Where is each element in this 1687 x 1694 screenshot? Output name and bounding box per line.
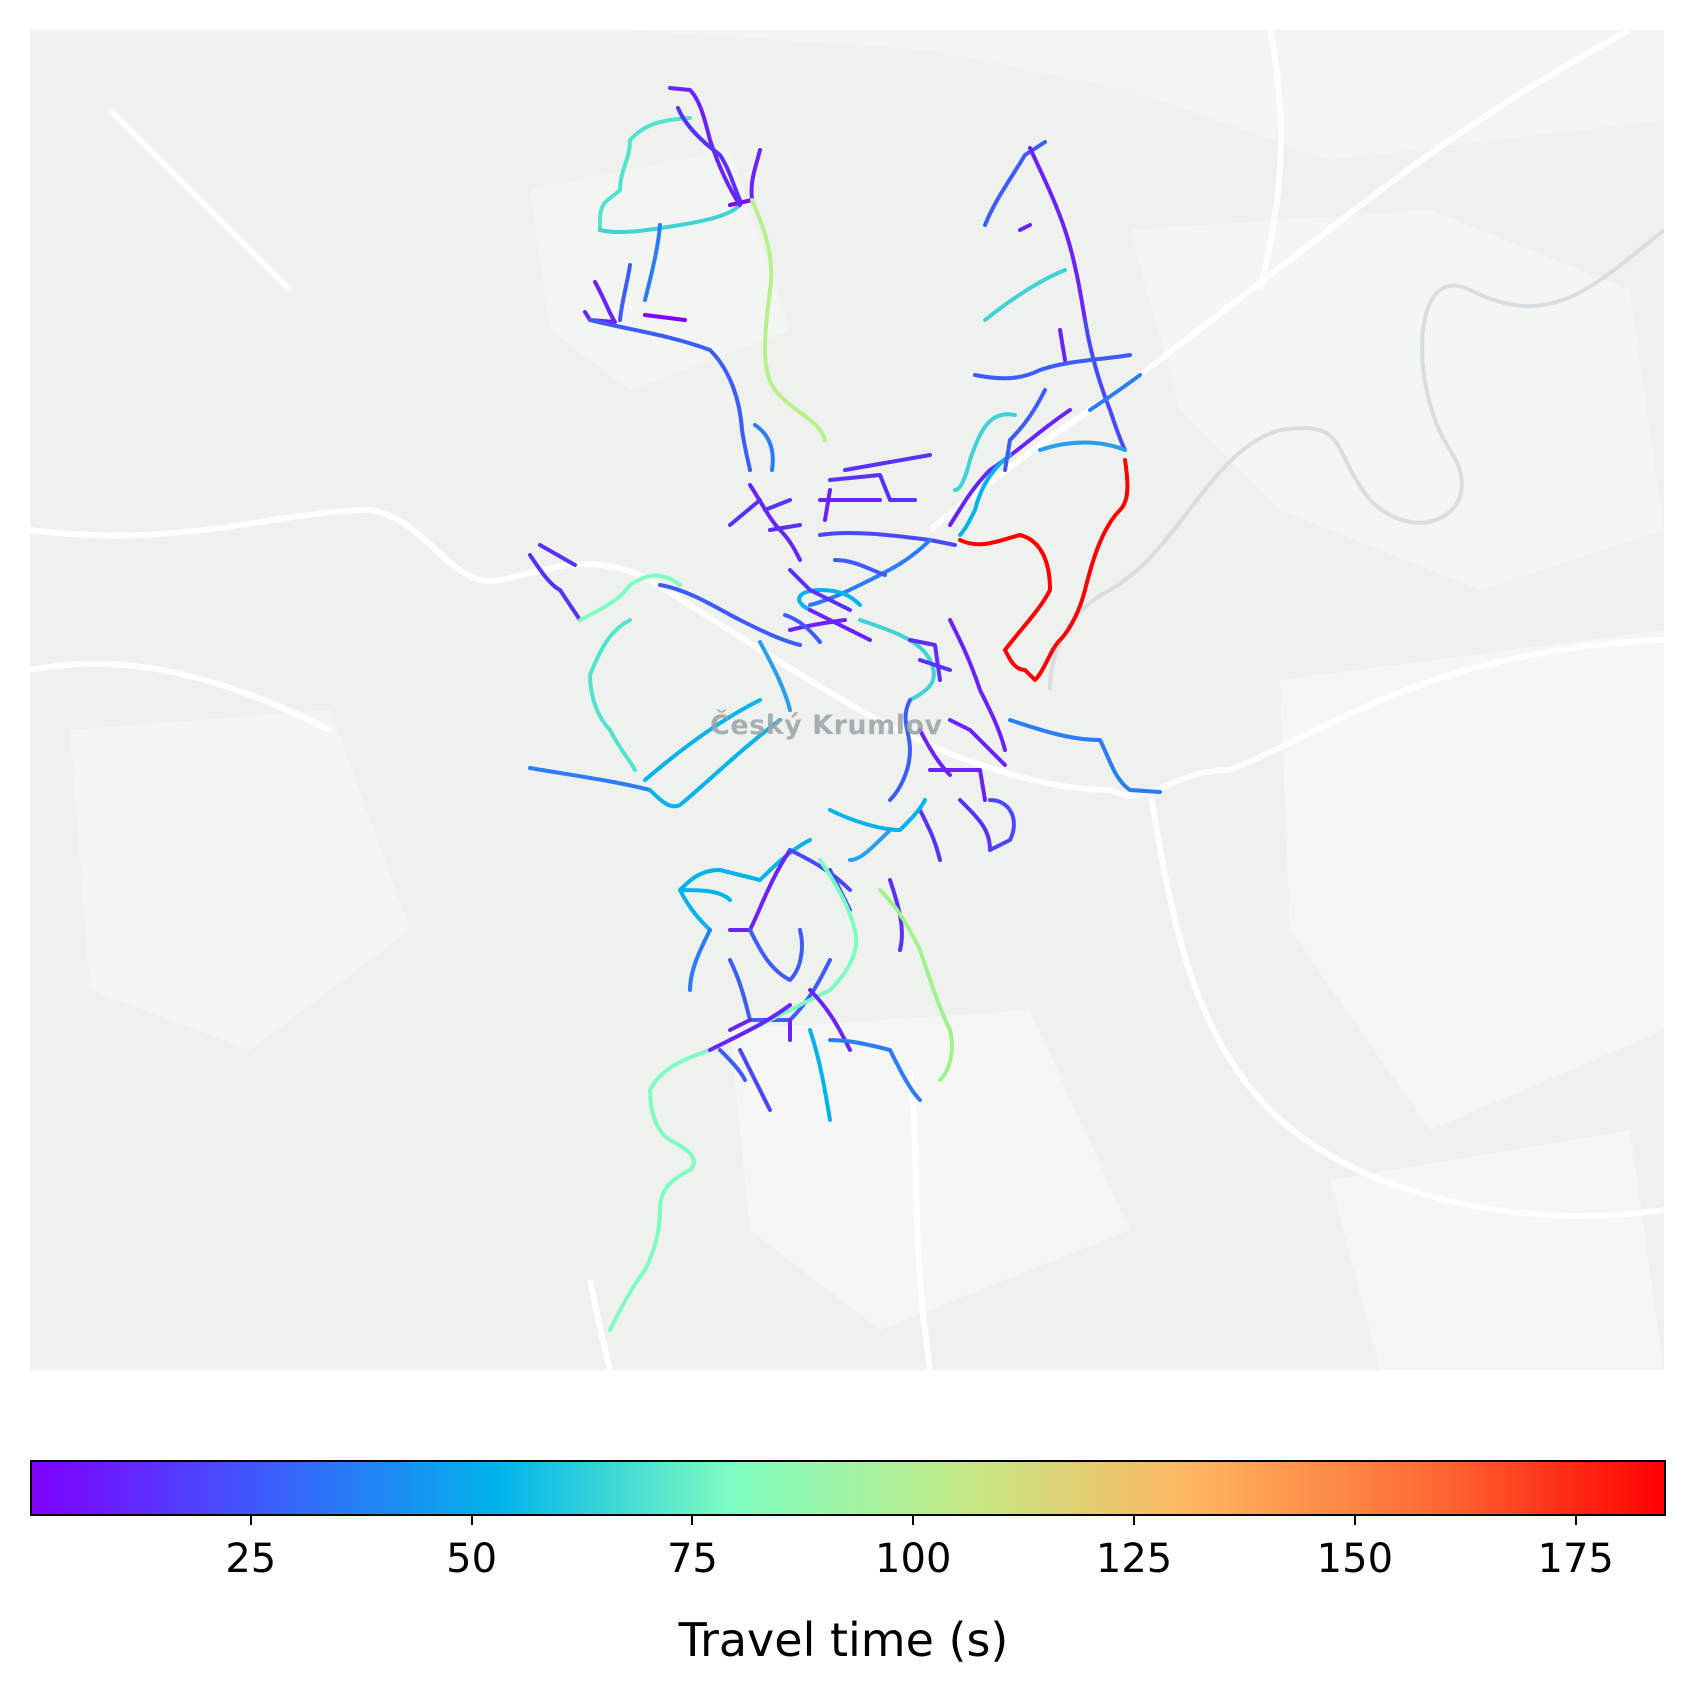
colorbar-tick-label: 75 <box>666 1536 718 1582</box>
colorbar-tick <box>1574 1514 1577 1525</box>
colorbar-tick <box>1353 1514 1356 1525</box>
colorbar-tick <box>470 1514 473 1525</box>
colorbar-tick-label: 175 <box>1537 1536 1614 1582</box>
colorbar-tick-label: 150 <box>1316 1536 1394 1582</box>
map-panel[interactable]: Český Krumlov <box>30 30 1664 1370</box>
colorbar-tick <box>1133 1514 1136 1525</box>
land-patches <box>30 30 1664 1370</box>
basemap-roads <box>30 30 1664 1370</box>
colorbar-tick-label: 50 <box>446 1536 498 1582</box>
road-network <box>528 86 1162 1332</box>
place-label: Český Krumlov <box>710 710 943 741</box>
colorbar-tick-label: 125 <box>1095 1536 1173 1582</box>
basemap-and-network <box>30 30 1664 1370</box>
river <box>1048 228 1664 691</box>
colorbar-tick <box>249 1514 252 1525</box>
colorbar-tick <box>691 1514 694 1525</box>
colorbar <box>30 1460 1666 1516</box>
colorbar-tick-label: 25 <box>225 1536 277 1582</box>
colorbar-ticks: 25 50 75 100 125 150 175 <box>30 1514 1664 1582</box>
colorbar-tick-label: 100 <box>875 1536 952 1582</box>
colorbar-tick <box>912 1514 915 1525</box>
colorbar-title: Travel time (s) <box>678 1613 1009 1667</box>
